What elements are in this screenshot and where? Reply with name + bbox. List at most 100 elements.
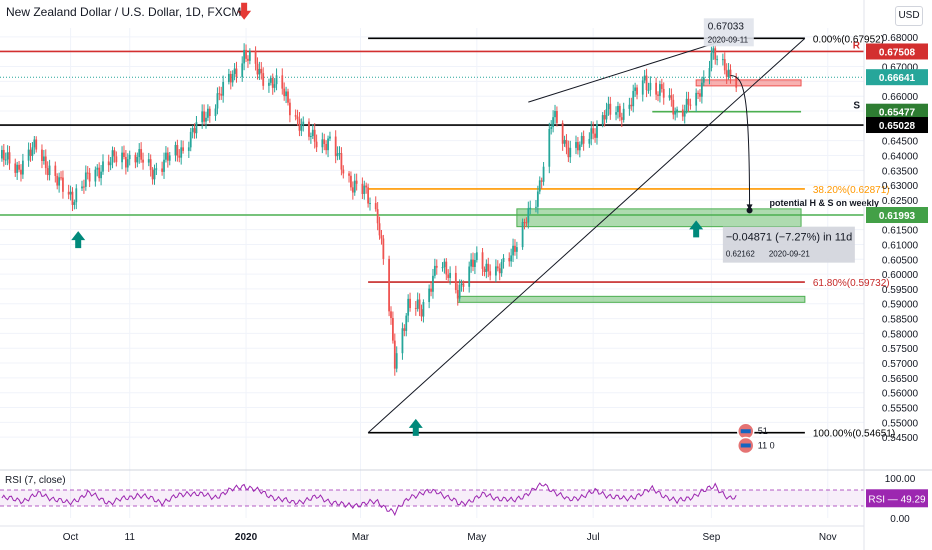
- event-count: 51: [758, 426, 768, 436]
- candle-body: [487, 263, 490, 272]
- candle-body: [296, 116, 299, 120]
- candle-body: [21, 160, 24, 175]
- candle-body: [645, 75, 648, 91]
- candle-body: [618, 106, 621, 118]
- candle-body: [510, 255, 513, 262]
- candle-body: [6, 152, 9, 160]
- candle-body: [474, 260, 476, 267]
- candle-body: [485, 263, 488, 272]
- candle-body: [445, 261, 448, 275]
- candle-body: [363, 185, 366, 194]
- candle-body: [561, 122, 564, 144]
- candle-body: [435, 265, 438, 268]
- candle-body: [641, 80, 644, 95]
- candle-body: [353, 180, 356, 193]
- candle-body: [609, 103, 612, 115]
- candle-body: [300, 124, 303, 131]
- candle-body: [409, 298, 411, 308]
- candle-body: [241, 63, 244, 77]
- candle-body: [338, 153, 341, 155]
- candle-body: [735, 76, 738, 88]
- candle-body: [269, 78, 272, 83]
- candle-body: [390, 311, 392, 318]
- candle-body: [218, 93, 221, 95]
- candle-body: [405, 315, 408, 331]
- candle-body: [714, 48, 717, 60]
- candle-body: [254, 51, 257, 64]
- candle-body: [206, 108, 209, 118]
- candle-body: [456, 290, 459, 299]
- candle-body: [594, 133, 596, 138]
- trendline-lower: [367, 37, 806, 434]
- candle-body: [725, 70, 728, 77]
- candle-body: [548, 128, 551, 167]
- candle-body: [401, 328, 404, 354]
- price-tick-label: 0.55500: [882, 404, 919, 415]
- candle-body: [367, 187, 370, 204]
- price-tick-label: 0.64500: [882, 137, 919, 148]
- candle-body: [229, 73, 232, 83]
- candle-body: [73, 202, 76, 205]
- candle-body: [136, 157, 139, 163]
- candle-body: [48, 165, 51, 176]
- up-arrow-icon: [408, 418, 423, 436]
- candle-body: [712, 48, 715, 54]
- candle-body: [323, 139, 326, 144]
- candle-body: [550, 127, 553, 129]
- candle-body: [577, 142, 579, 151]
- candle-body: [708, 68, 711, 78]
- candle-body: [607, 103, 610, 110]
- candle-body: [683, 111, 686, 117]
- candle-body: [382, 238, 385, 259]
- candle-body: [512, 245, 514, 256]
- candle-body: [596, 124, 598, 138]
- candle-body: [458, 284, 461, 299]
- price-tag-label: 0.65028: [879, 121, 916, 132]
- rsi-value-badge: [866, 489, 928, 508]
- candle-body: [62, 177, 64, 192]
- candle-body: [281, 75, 284, 89]
- candle-body: [168, 155, 171, 161]
- candle-body: [113, 150, 116, 157]
- projection-text: −0.04871 (−7.27%) in 11d: [726, 232, 852, 244]
- candle-body: [592, 128, 595, 134]
- candle-body: [140, 149, 143, 160]
- candle-body: [75, 188, 78, 203]
- candle-body: [289, 102, 291, 116]
- candle-body: [163, 159, 165, 172]
- candle-body: [540, 180, 543, 182]
- candle-body: [632, 90, 635, 107]
- price-tick-label: 0.67000: [882, 63, 919, 74]
- fib-label: 61.80%(0.59732): [813, 278, 890, 289]
- candle-body: [327, 138, 329, 151]
- pattern-label: potential H & S on weekly: [769, 198, 879, 208]
- candle-body: [620, 117, 623, 120]
- price-tick-label: 0.60500: [882, 255, 919, 266]
- time-tick-label: Mar: [352, 532, 370, 543]
- candle-body: [208, 108, 211, 116]
- price-tag: [866, 207, 928, 224]
- candle-body: [201, 111, 204, 123]
- candle-body: [205, 117, 207, 122]
- peak-date-label: 2020-09-11: [708, 35, 749, 44]
- candle-body: [46, 168, 49, 176]
- price-tick-label: 0.55000: [882, 418, 919, 429]
- candle-body: [475, 252, 478, 261]
- candle-body: [67, 191, 70, 195]
- candle-body: [348, 173, 350, 176]
- currency-button[interactable]: USD: [895, 6, 923, 26]
- candle-body: [351, 187, 354, 193]
- candle-body: [88, 173, 91, 182]
- candle-body: [334, 136, 337, 157]
- candle-body: [502, 257, 505, 262]
- candle-body: [81, 186, 83, 189]
- candle-body: [580, 135, 583, 145]
- fib-label: 0.00%(0.67952): [813, 34, 884, 45]
- flag-stripe: [740, 443, 751, 448]
- candle-body: [203, 111, 205, 122]
- candle-body: [428, 288, 431, 303]
- candle-body: [193, 128, 196, 134]
- candle-body: [138, 149, 141, 158]
- candle-body: [147, 159, 150, 163]
